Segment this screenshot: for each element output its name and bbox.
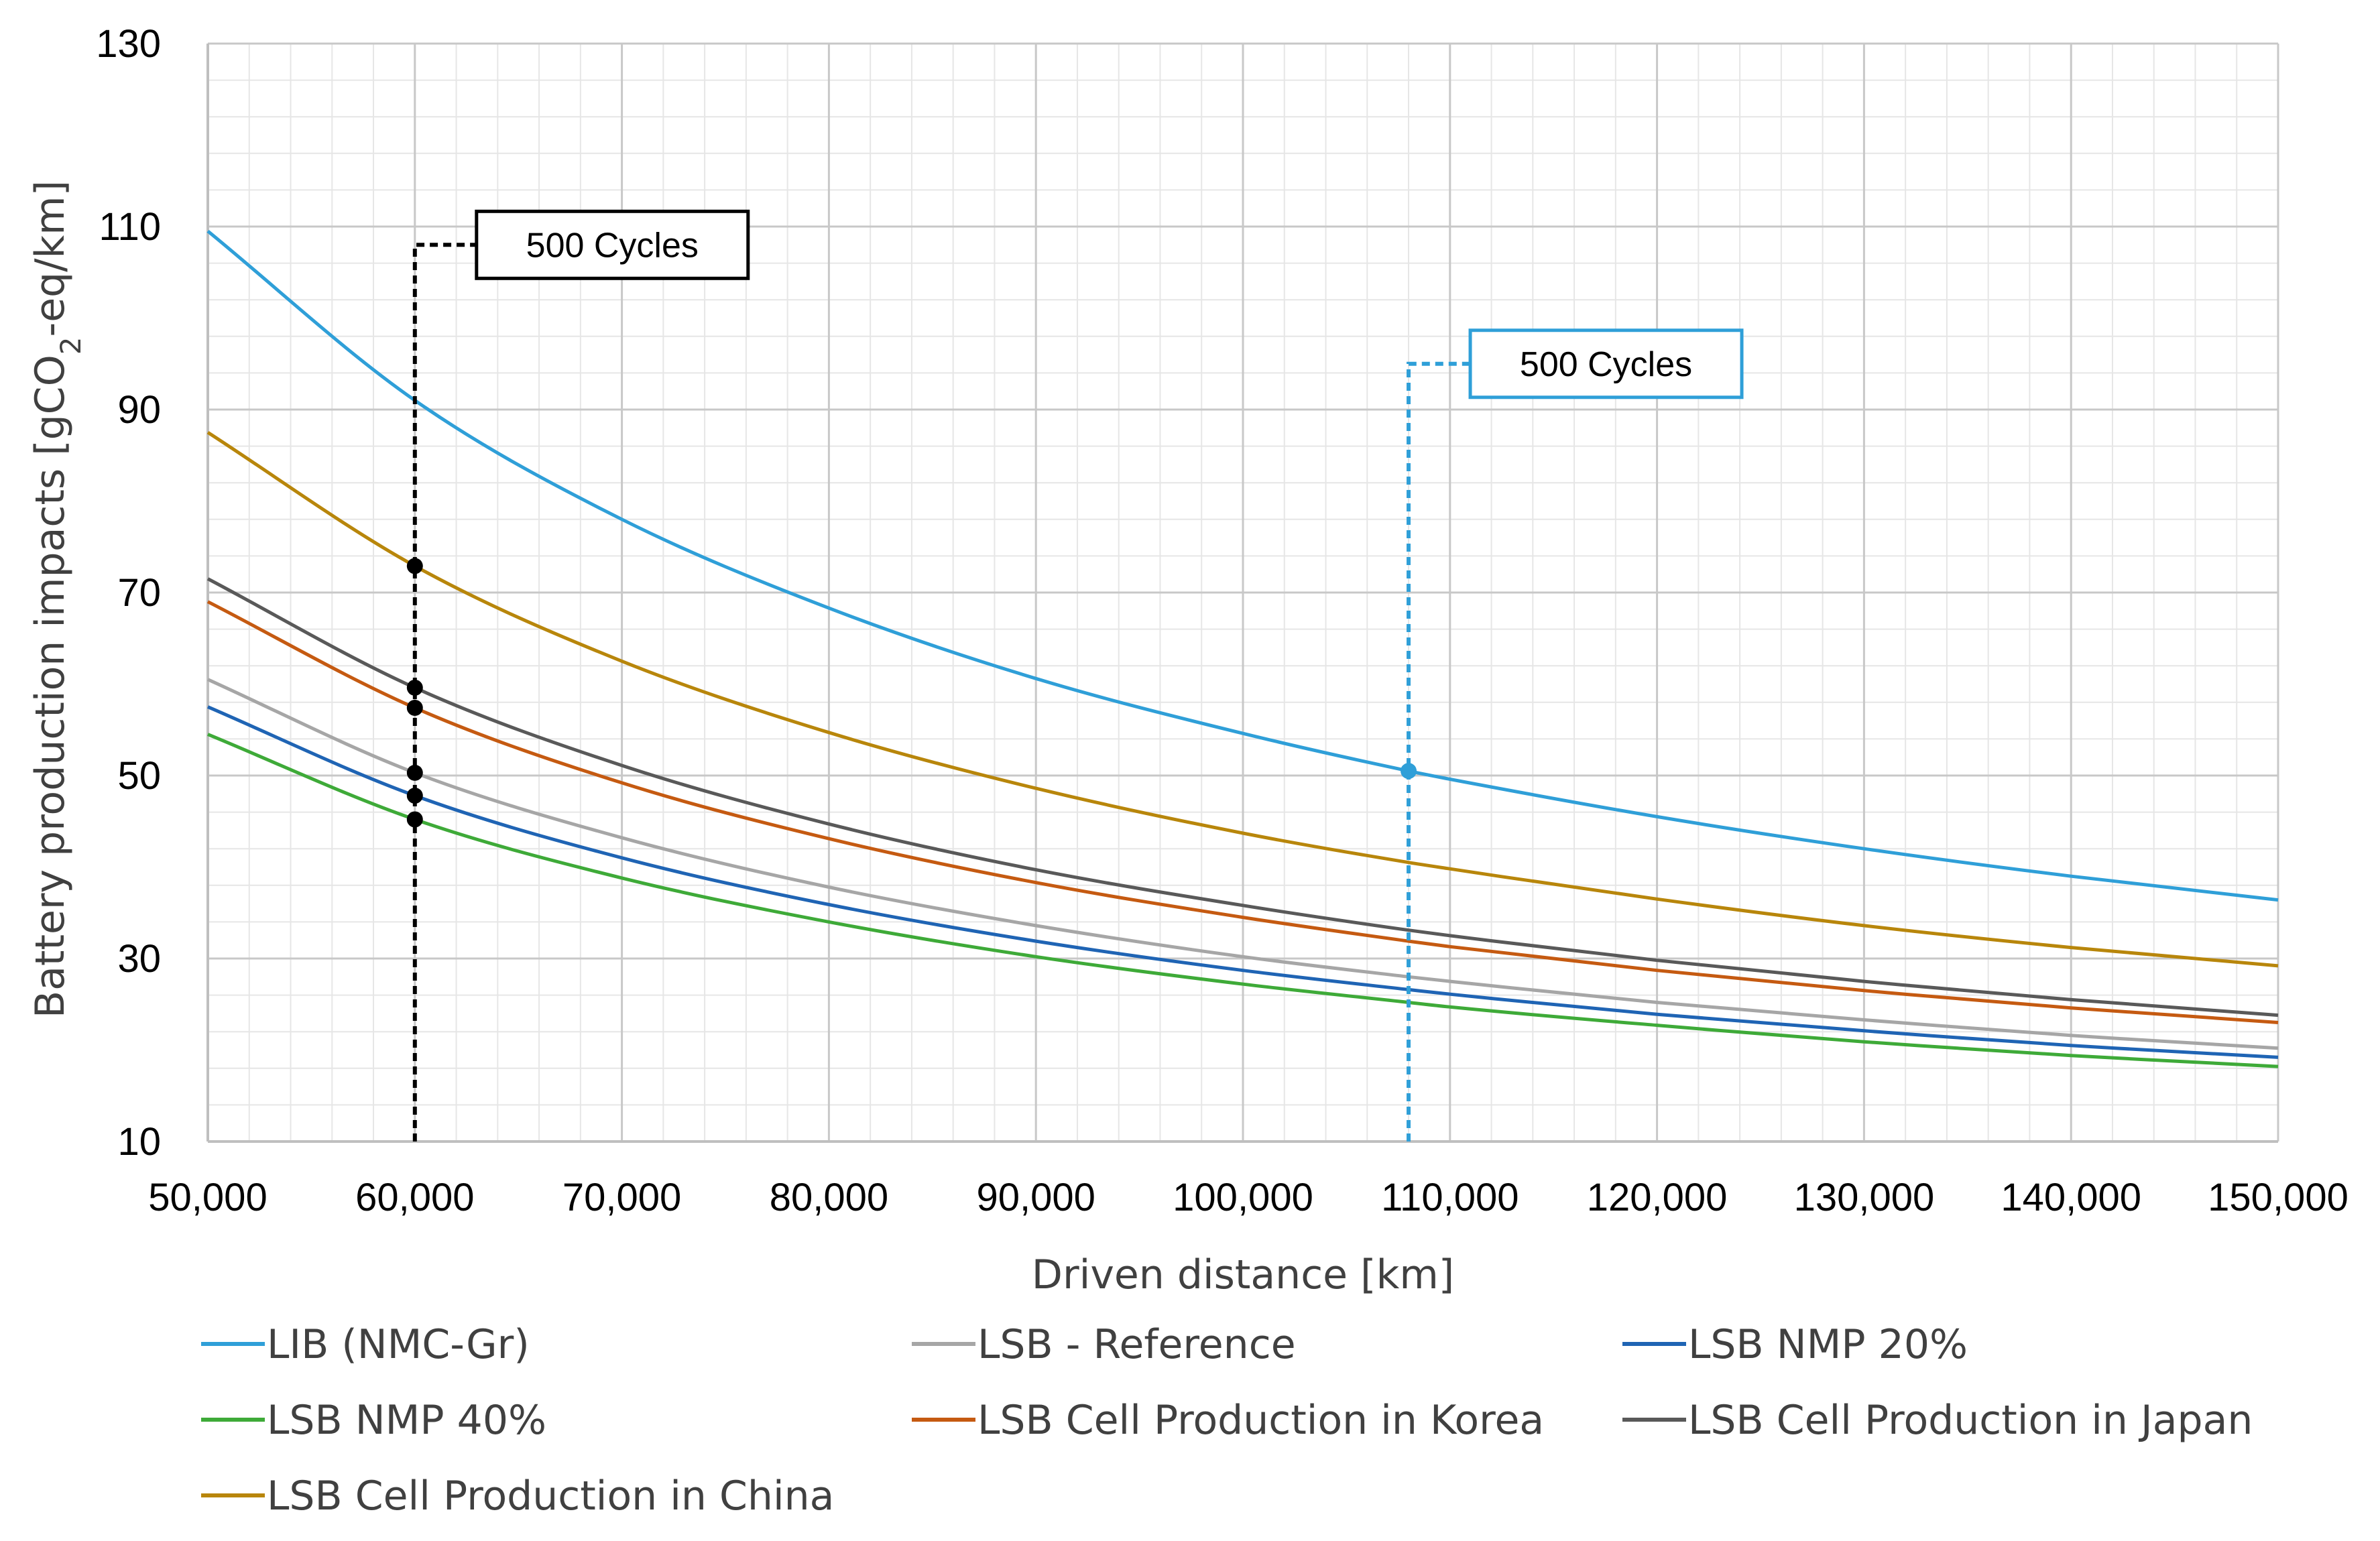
cycle-annotations: 500 Cycles 500 Cycles xyxy=(406,209,1744,1142)
annotation-leader-1 xyxy=(412,243,477,1142)
annotation-marker xyxy=(406,679,423,696)
annotation-label-1: 500 Cycles xyxy=(526,226,699,265)
y-axis-title-unit: -eq/km] xyxy=(27,180,74,336)
x-axis-title: Driven distance [km] xyxy=(1032,1251,1454,1298)
y-tick-label: 30 xyxy=(117,937,161,981)
annotation-box-1 xyxy=(475,209,750,280)
x-tick-label: 60,000 xyxy=(355,1176,474,1219)
major-gridlines xyxy=(206,42,2279,1143)
series-lines xyxy=(206,229,2279,1068)
y-tick-label: 90 xyxy=(117,388,161,432)
annotation-marker xyxy=(406,699,423,716)
y-tick-label: 110 xyxy=(99,205,161,249)
series-line-1 xyxy=(206,229,2279,902)
annotation-box-2 xyxy=(1468,328,1744,399)
y-tick-label: 50 xyxy=(117,754,161,798)
y-axis-title-subscript: 2 xyxy=(54,336,87,355)
series-line-6 xyxy=(206,577,2279,1018)
annotation-leader-2 xyxy=(1407,361,1471,1142)
x-tick-label: 90,000 xyxy=(976,1176,1095,1219)
series-line-3 xyxy=(207,705,2279,1059)
legend: LIB (NMC-Gr) LSB - Reference LSB NMP 20% LS… xyxy=(201,1321,2253,1520)
axis-tick-labels: 50,000 60,000 70,000 80,000 90,000 100,000 110… xyxy=(96,22,2348,1219)
series-line-5 xyxy=(206,600,2279,1024)
legend-label-5: LSB Cell Production in Korea xyxy=(977,1397,1544,1444)
legend-label-3: LSB NMP 20% xyxy=(1688,1321,1968,1368)
annotation-marker xyxy=(406,788,423,804)
x-tick-label: 130,000 xyxy=(1794,1176,1935,1219)
x-tick-label: 80,000 xyxy=(770,1176,888,1219)
annotation-marker xyxy=(406,764,423,781)
legend-label-6: LSB Cell Production in Japan xyxy=(1688,1397,2253,1444)
x-tick-label: 120,000 xyxy=(1587,1176,1728,1219)
legend-label-2: LSB - Reference xyxy=(977,1321,1296,1368)
x-tick-label: 50,000 xyxy=(148,1176,267,1219)
y-tick-label: 70 xyxy=(117,571,161,615)
series-line-4 xyxy=(207,733,2279,1068)
y-axis-title: Battery production impacts [gCO2-eq/km] xyxy=(27,180,87,1018)
legend-label-1: LIB (NMC-Gr) xyxy=(267,1321,530,1368)
y-axis-title-main: Battery production impacts [gCO xyxy=(27,355,74,1018)
series-line-2 xyxy=(206,678,2279,1050)
annotation-marker xyxy=(406,558,423,574)
annotation-marker xyxy=(1401,763,1417,780)
x-tick-label: 70,000 xyxy=(562,1176,681,1219)
annotation-marker xyxy=(406,811,423,828)
series-line-7 xyxy=(206,431,2279,968)
x-tick-label: 150,000 xyxy=(2208,1176,2348,1219)
legend-label-7: LSB Cell Production in China xyxy=(267,1473,834,1520)
y-tick-label: 10 xyxy=(117,1120,161,1164)
x-tick-label: 110,000 xyxy=(1381,1176,1519,1219)
x-tick-label: 140,000 xyxy=(2001,1176,2141,1219)
x-tick-label: 100,000 xyxy=(1173,1176,1313,1219)
annotation-label-2: 500 Cycles xyxy=(1520,345,1692,384)
legend-label-4: LSB NMP 40% xyxy=(267,1397,546,1444)
y-tick-label: 130 xyxy=(96,22,161,66)
